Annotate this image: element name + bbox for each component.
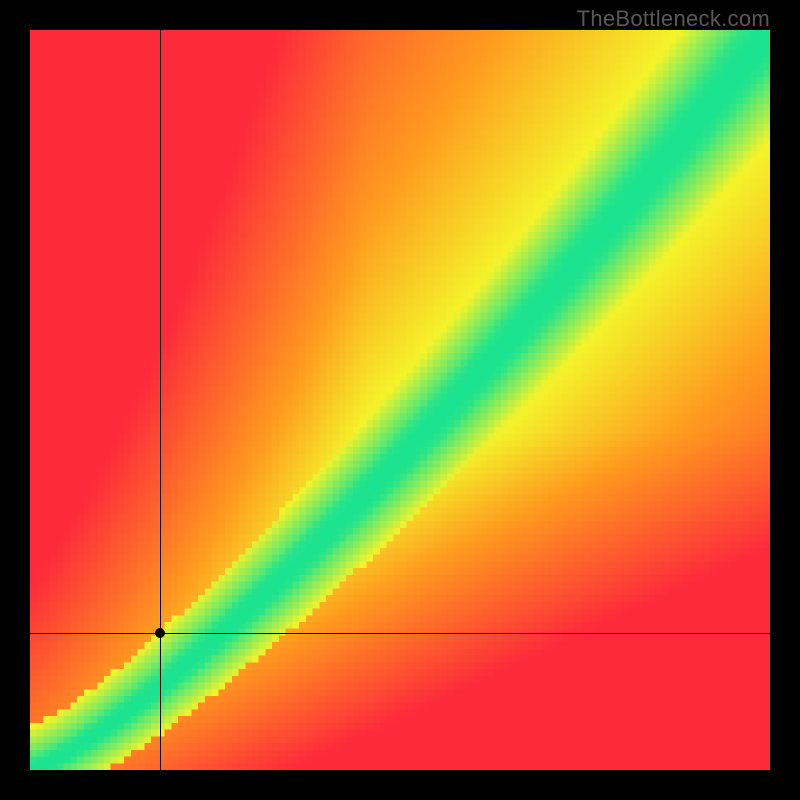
crosshair-horizontal (30, 633, 770, 634)
heatmap-plot (30, 30, 770, 770)
watermark-text: TheBottleneck.com (577, 6, 770, 32)
heatmap-canvas (30, 30, 770, 770)
crosshair-vertical (160, 30, 161, 770)
crosshair-marker (155, 628, 165, 638)
